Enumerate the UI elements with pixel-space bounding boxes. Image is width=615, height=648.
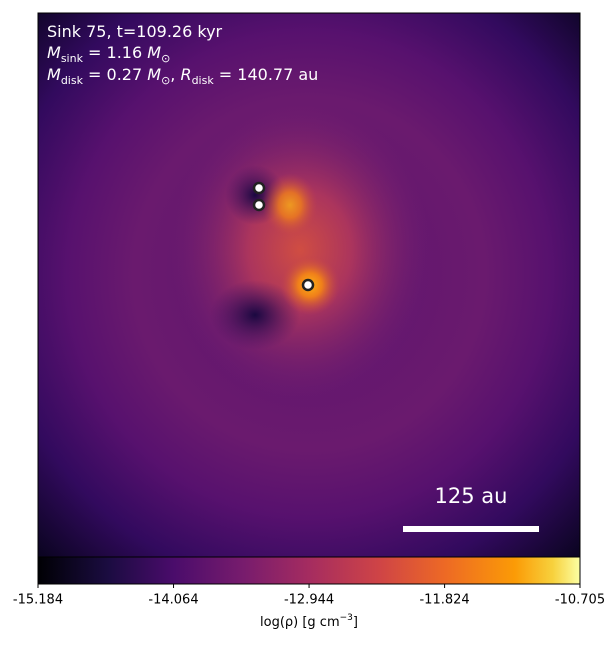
annotation-text: M	[147, 43, 161, 62]
annotation: Mdisk = 0.27 M⊙, Rdisk = 140.77 au	[47, 65, 318, 87]
annotation-text: M	[47, 43, 61, 62]
scale-bar	[403, 526, 539, 532]
annotation-text: disk	[61, 74, 84, 87]
colorbar-label-text: ]	[353, 615, 358, 630]
annotation-text: disk	[192, 74, 215, 87]
annotation-text: ⊙	[161, 74, 170, 87]
annotation-text: M	[147, 65, 161, 84]
sinks	[252, 181, 315, 292]
annotation-text: ⊙	[161, 52, 170, 65]
annotation: Msink = 1.16 M⊙	[47, 43, 170, 65]
annotation-text: = 0.27	[83, 65, 147, 84]
colorbar	[37, 556, 581, 585]
annotation-text: ,	[170, 65, 180, 84]
colorbar-label-text: log(ρ) [g cm	[260, 615, 340, 630]
colorbar-label-text: −3	[340, 613, 353, 623]
sink	[301, 278, 315, 292]
tick-label: -12.944	[284, 593, 334, 608]
annotation-text: = 1.16	[83, 43, 147, 62]
annotation-text: = 140.77 au	[214, 65, 319, 84]
sink	[252, 198, 266, 212]
tick-label: -15.184	[13, 593, 63, 608]
annotation-text: sink	[61, 52, 84, 65]
annotation-text: Sink 75, t=109.26 kyr	[47, 22, 223, 41]
scale-bar-label: 125 au	[435, 484, 508, 508]
density-map	[38, 13, 580, 557]
annotation-text: R	[180, 65, 191, 84]
tick-label: -11.824	[419, 593, 469, 608]
tick-label: -10.705	[555, 593, 605, 608]
colorbar-label: log(ρ) [g cm−3]	[260, 613, 358, 630]
annotation-text: M	[47, 65, 61, 84]
annotation: Sink 75, t=109.26 kyr	[47, 22, 223, 41]
tick-label: -14.064	[148, 593, 198, 608]
sink	[252, 181, 266, 195]
